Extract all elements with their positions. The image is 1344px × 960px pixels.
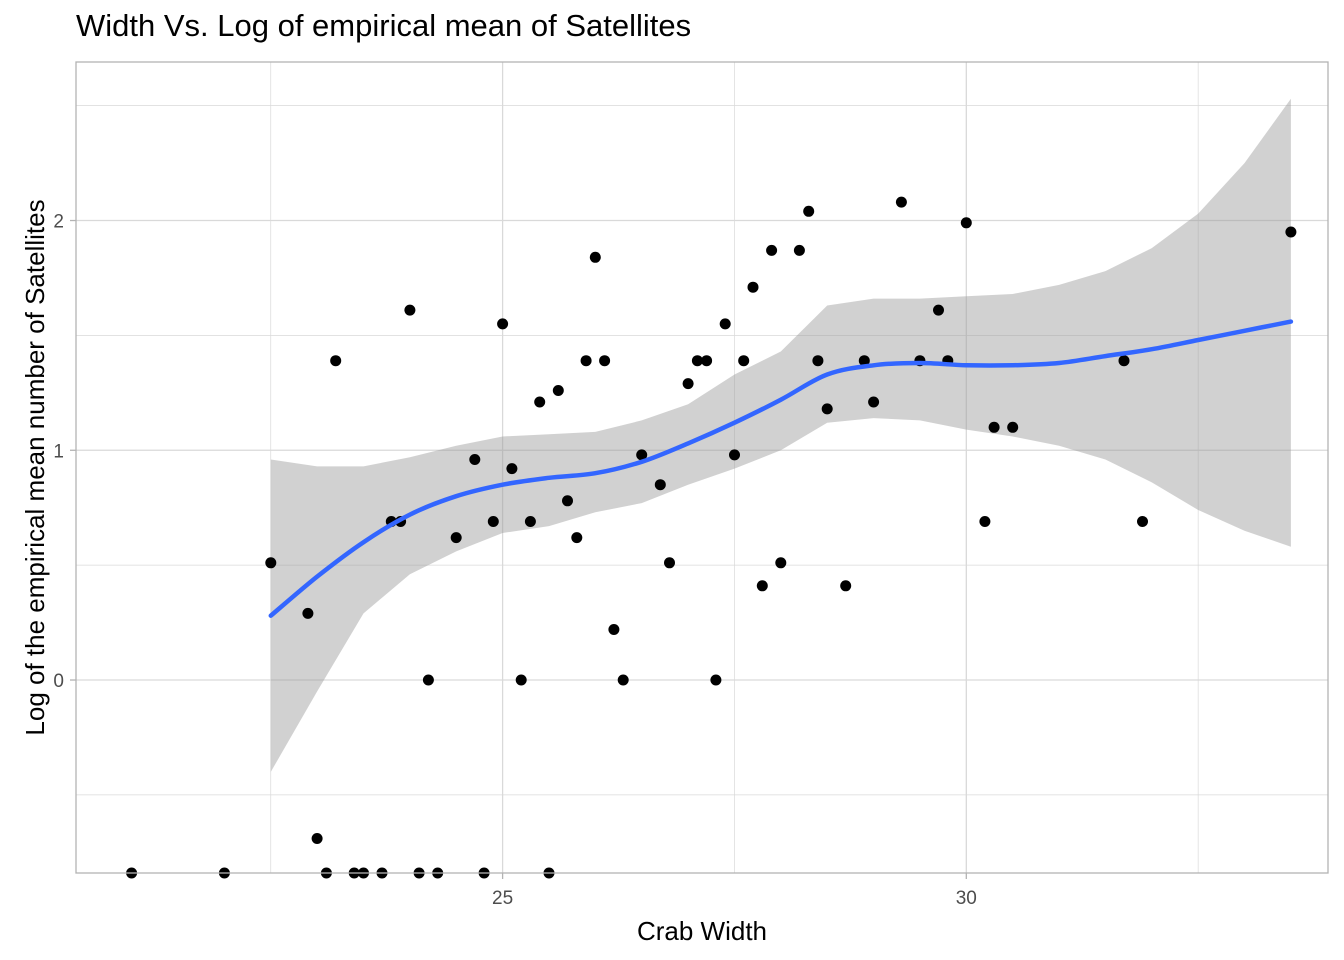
data-point: [858, 355, 870, 367]
data-point: [311, 833, 323, 844]
data-point: [719, 318, 731, 330]
data-point: [469, 454, 481, 465]
data-point: [775, 557, 787, 569]
y-tick-label: 2: [53, 212, 64, 233]
data-point: [979, 516, 991, 527]
data-point: [617, 674, 629, 686]
data-point: [840, 580, 852, 592]
data-point: [747, 281, 759, 293]
data-point: [803, 205, 815, 217]
data-point: [450, 532, 462, 544]
points-layer: [126, 196, 1297, 879]
data-point: [821, 403, 833, 415]
major-gridlines: [76, 62, 1328, 873]
data-point: [654, 479, 666, 491]
confidence-ribbon-layer: [270, 98, 1291, 772]
data-point: [1118, 355, 1130, 367]
data-point: [701, 355, 713, 367]
data-point: [710, 674, 722, 686]
data-point: [608, 624, 620, 635]
data-point: [524, 516, 536, 527]
x-tick-label: 30: [956, 888, 977, 909]
data-point: [580, 355, 592, 367]
data-point: [534, 396, 546, 408]
data-point: [302, 607, 314, 619]
data-point: [766, 244, 778, 256]
y-axis-title: Log of the empirical mean number of Sate…: [20, 199, 50, 735]
smooth-line-layer: [268, 319, 1294, 618]
data-point: [812, 355, 824, 367]
data-point: [664, 557, 675, 569]
data-point: [756, 580, 768, 592]
data-point: [682, 378, 694, 390]
x-axis-title: Crab Width: [637, 916, 767, 946]
data-point: [738, 355, 750, 367]
data-point: [562, 495, 573, 507]
data-point: [497, 318, 509, 330]
data-point: [404, 304, 416, 316]
confidence-ribbon: [270, 98, 1291, 772]
data-point: [868, 396, 880, 408]
data-point: [330, 355, 342, 367]
x-tick-label: 25: [492, 888, 513, 909]
data-point: [552, 385, 564, 396]
data-point: [1285, 226, 1297, 238]
data-point: [599, 355, 611, 367]
data-point: [988, 421, 1000, 433]
y-tick-label: 1: [53, 441, 64, 462]
data-point: [691, 355, 703, 367]
data-point: [422, 674, 434, 686]
minor-gridlines: [76, 62, 1328, 873]
data-point: [729, 449, 740, 461]
data-point: [933, 304, 944, 316]
y-tick-label: 0: [53, 671, 64, 692]
data-point: [571, 532, 583, 544]
chart-title: Width Vs. Log of empirical mean of Satel…: [76, 8, 692, 43]
data-point: [1007, 421, 1019, 433]
data-point: [515, 674, 527, 686]
y-axis-ticks: 0 1 2: [53, 212, 76, 692]
data-point: [960, 217, 972, 229]
x-axis-ticks: 25 30: [492, 873, 977, 909]
data-point: [506, 463, 518, 475]
data-point: [265, 557, 277, 569]
data-point: [793, 244, 805, 256]
panel-border: [75, 61, 1329, 874]
data-point: [487, 516, 499, 527]
data-point: [1137, 516, 1148, 527]
data-point: [636, 449, 648, 461]
data-point: [589, 251, 601, 263]
smooth-line: [268, 319, 1294, 618]
data-point: [895, 196, 907, 208]
